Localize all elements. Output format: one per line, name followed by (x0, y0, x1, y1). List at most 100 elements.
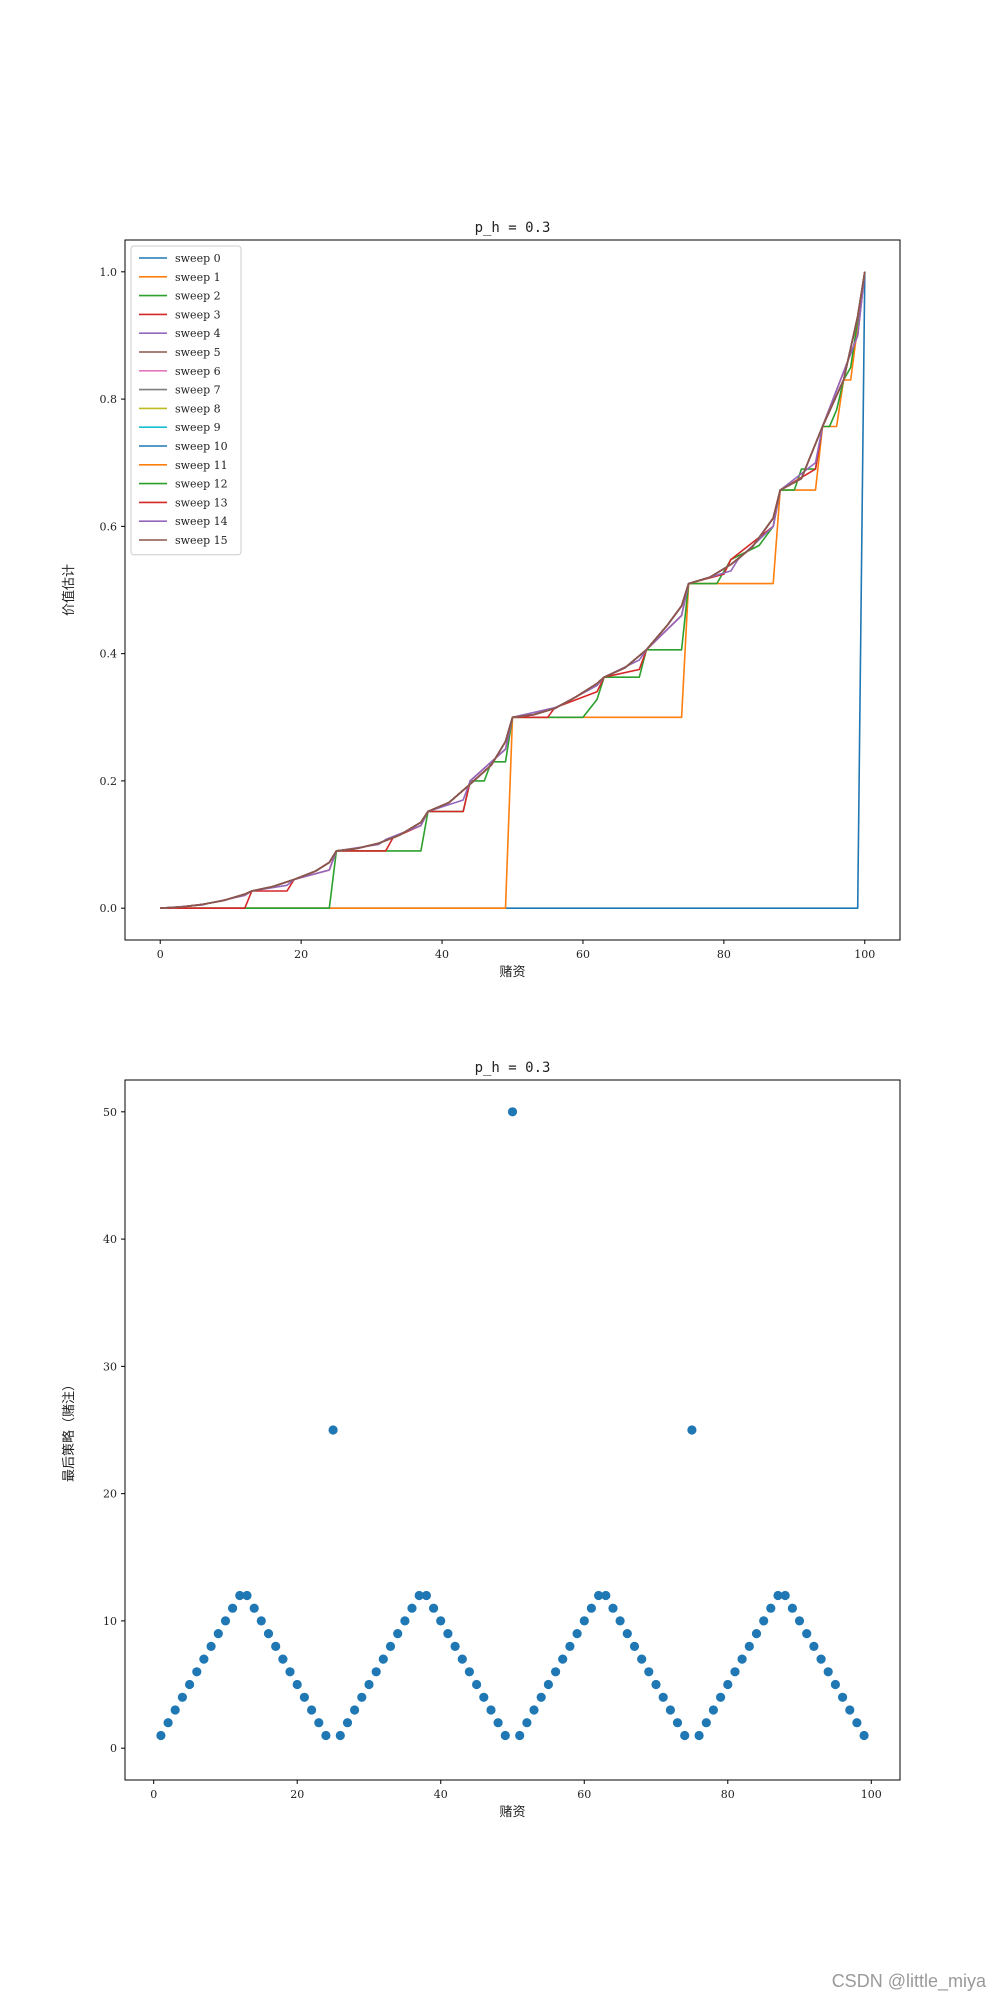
scatter-point (823, 1667, 833, 1677)
x-tick-label: 80 (717, 948, 731, 961)
legend-label: sweep 0 (175, 252, 221, 265)
y-tick-label: 0.0 (100, 902, 118, 915)
scatter-point (672, 1718, 683, 1728)
series-line (160, 271, 866, 910)
scatter-point (206, 1641, 216, 1651)
scatter-point (170, 1705, 180, 1715)
scatter-point (199, 1654, 209, 1664)
scatter-point (515, 1730, 525, 1741)
scatter-point (622, 1629, 632, 1639)
scatter-point (773, 1590, 783, 1601)
scatter-point (615, 1616, 625, 1626)
scatter-point (493, 1718, 503, 1728)
scatter-point (350, 1705, 360, 1715)
y-tick-label: 50 (103, 1106, 117, 1119)
series-line (160, 271, 866, 909)
scatter-point (472, 1679, 482, 1690)
scatter-point (242, 1590, 252, 1601)
y-tick-label: 0.4 (100, 648, 118, 661)
scatter-point (163, 1718, 173, 1728)
x-tick-label: 20 (290, 1788, 304, 1801)
x-tick-label: 0 (150, 1788, 157, 1801)
scatter-point (321, 1730, 331, 1741)
scatter-point (536, 1692, 546, 1702)
scatter-point (249, 1603, 259, 1613)
scatter-point (838, 1692, 848, 1702)
scatter-point (185, 1679, 195, 1690)
scatter-point (794, 1616, 805, 1626)
x-tick-label: 100 (854, 948, 875, 961)
scatter-point (285, 1667, 295, 1677)
scatter-point (551, 1667, 561, 1677)
legend-label: sweep 8 (175, 402, 221, 415)
plot-frame (124, 239, 901, 941)
series-line (160, 271, 866, 910)
scatter-point (299, 1692, 309, 1702)
legend-box (130, 245, 242, 556)
scatter-point (651, 1679, 661, 1690)
scatter-point (766, 1603, 776, 1613)
y-tick-label: 40 (103, 1233, 117, 1246)
scatter-point (780, 1590, 790, 1601)
scatter-point (464, 1667, 474, 1677)
scatter-point (608, 1603, 618, 1613)
legend-label: sweep 2 (175, 290, 221, 303)
plot-title: p_h = 0.3 (475, 1060, 551, 1076)
scatter-point (644, 1667, 654, 1677)
x-tick-label: 0 (157, 948, 164, 961)
scatter-point (708, 1705, 719, 1715)
scatter-point (637, 1654, 647, 1664)
y-ticks: 0 10 20 30 40 50 (103, 1106, 125, 1755)
x-tick-label: 40 (435, 948, 449, 961)
scatter-point (213, 1629, 223, 1639)
final-policy-plot: p_h = 0.3 0 20 40 60 80 100 0 10 20 30 40 50 赌资 最后… (61, 1060, 901, 1820)
series-line (160, 271, 866, 909)
scatter-point (500, 1730, 510, 1741)
scatter-point (328, 1425, 338, 1435)
scatter-point (443, 1629, 453, 1639)
legend-label: sweep 11 (175, 459, 228, 472)
scatter-point (393, 1629, 403, 1639)
scatter-point (665, 1705, 676, 1715)
plot-frame (124, 1079, 901, 1781)
scatter-point (220, 1616, 231, 1626)
scatter-point (314, 1718, 324, 1728)
legend-label: sweep 10 (175, 440, 228, 453)
scatter-point (450, 1641, 460, 1651)
x-ticks: 0 20 40 60 80 100 (150, 1780, 882, 1801)
y-tick-label: 0 (110, 1742, 117, 1755)
series-line (160, 271, 866, 909)
legend-label: sweep 1 (175, 271, 221, 284)
legend-label: sweep 5 (175, 346, 221, 359)
y-ticks: 0.0 0.2 0.4 0.6 0.8 1.0 (100, 266, 125, 915)
scatter-point (436, 1616, 446, 1626)
series-line (160, 271, 866, 909)
legend: sweep 0 sweep 1 sweep 2 sweep 3 sweep 4 sweep… (130, 245, 242, 556)
scatter-point (572, 1629, 582, 1639)
scatter-point (400, 1616, 410, 1626)
scatter-point (507, 1107, 518, 1117)
scatter-point (414, 1590, 424, 1601)
legend-label: sweep 6 (175, 365, 221, 378)
scatter-point (522, 1718, 532, 1728)
scatter-point (371, 1667, 381, 1677)
y-tick-label: 0.6 (100, 520, 118, 533)
legend-label: sweep 7 (175, 384, 221, 397)
scatter-point (271, 1641, 281, 1651)
legend-label: sweep 3 (175, 308, 221, 321)
y-tick-label: 0.8 (100, 393, 118, 406)
legend-label: sweep 4 (175, 327, 221, 340)
series-line (160, 271, 866, 909)
scatter-point (177, 1692, 187, 1702)
plot-title: p_h = 0.3 (475, 220, 551, 236)
scatter-point (486, 1705, 496, 1715)
scatter-point (357, 1692, 367, 1702)
value-estimate-plot: p_h = 0.3 0 20 40 60 80 100 0.0 0.2 0.4 0.6 0.8 1.… (61, 220, 901, 980)
x-ticks: 0 20 40 60 80 100 (157, 940, 875, 961)
scatter-point (565, 1641, 575, 1651)
scatter-point (852, 1718, 862, 1728)
scatter-points (156, 1107, 869, 1741)
scatter-point (256, 1616, 266, 1626)
x-tick-label: 60 (576, 948, 590, 961)
x-tick-label: 20 (294, 948, 308, 961)
